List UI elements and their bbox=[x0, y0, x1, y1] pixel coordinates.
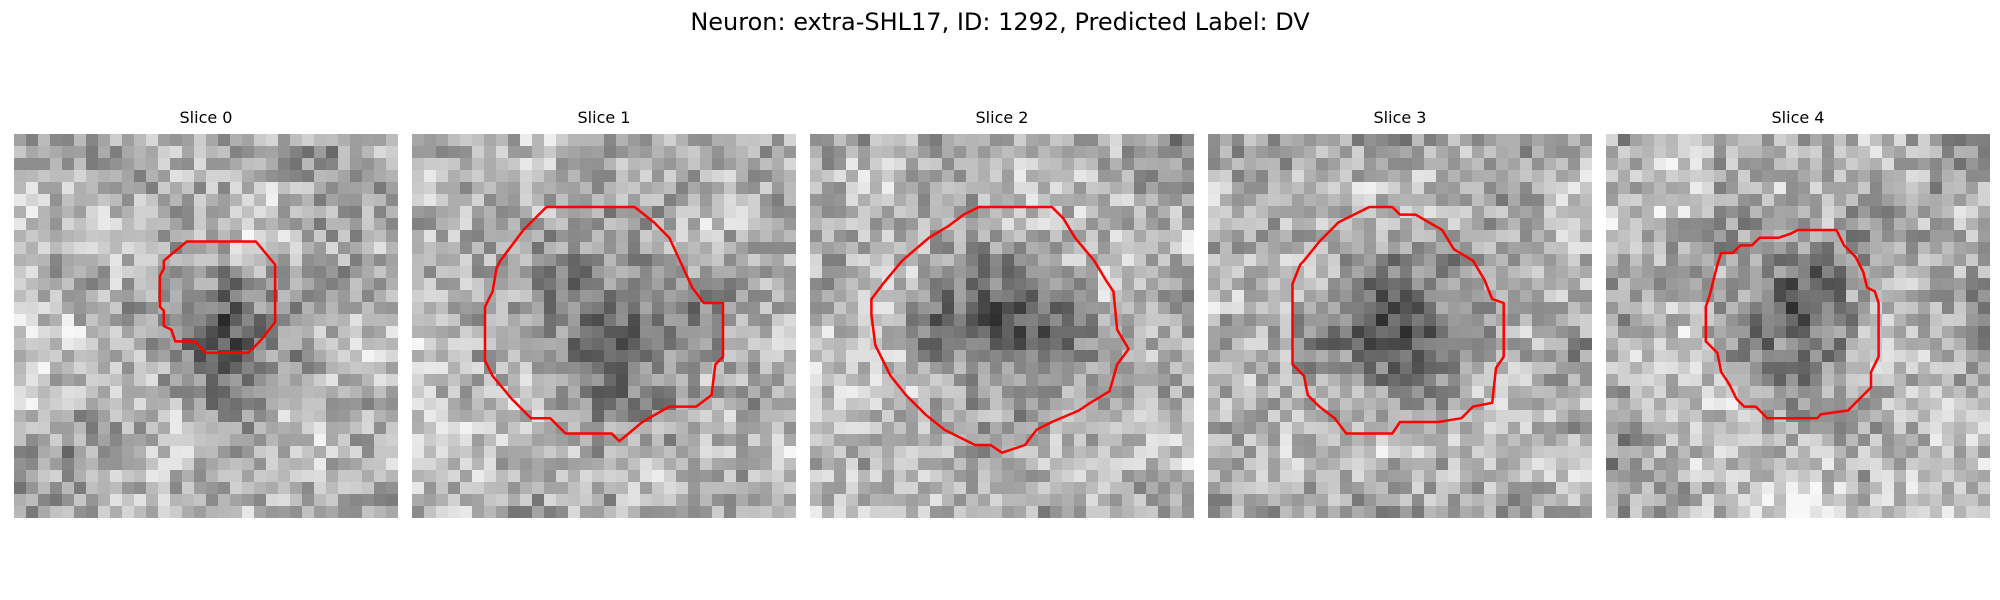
slice-0-image bbox=[14, 134, 398, 518]
roi-contour bbox=[483, 205, 725, 443]
slice-2-image bbox=[810, 134, 1194, 518]
slice-0-title: Slice 0 bbox=[179, 108, 233, 127]
roi-contour bbox=[158, 240, 277, 355]
roi-contour bbox=[1291, 205, 1505, 435]
figure-title: Neuron: extra-SHL17, ID: 1292, Predicted… bbox=[690, 8, 1310, 36]
slice-3-image bbox=[1208, 134, 1592, 518]
slice-1-title: Slice 1 bbox=[577, 108, 631, 127]
slice-3-title: Slice 3 bbox=[1373, 108, 1427, 127]
roi-contour bbox=[870, 205, 1130, 454]
slice-4-title: Slice 4 bbox=[1771, 108, 1825, 127]
slice-1-image bbox=[412, 134, 796, 518]
slice-2-title: Slice 2 bbox=[975, 108, 1029, 127]
roi-contour bbox=[1704, 228, 1880, 420]
slice-4-image bbox=[1606, 134, 1990, 518]
